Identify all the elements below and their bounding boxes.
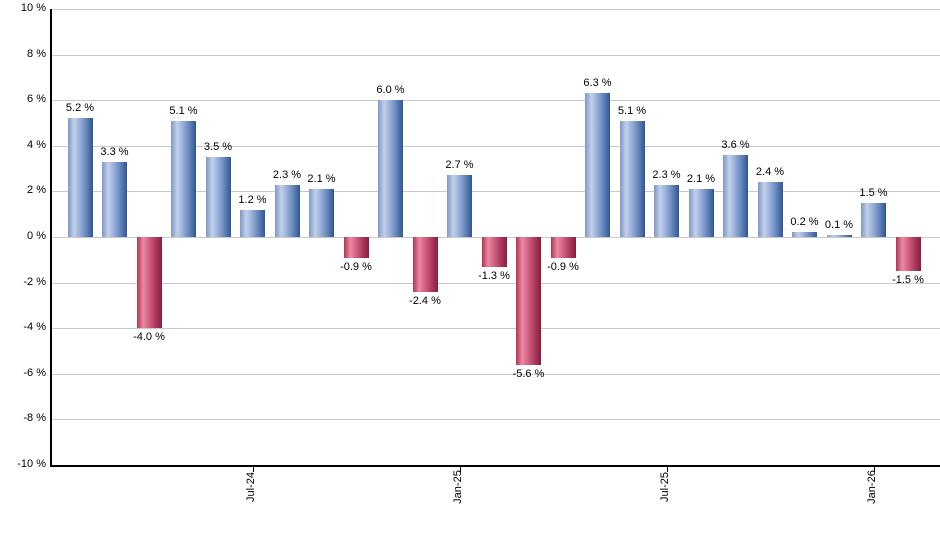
gridline xyxy=(51,100,940,102)
bar-positive xyxy=(654,184,679,237)
bar-value-label: 3.6 % xyxy=(721,138,750,151)
bar-value-label: 5.1 % xyxy=(617,104,647,117)
bar-positive xyxy=(205,157,231,237)
bar-value-label: 1.2 % xyxy=(238,193,267,206)
gridline xyxy=(51,191,940,193)
bar-positive xyxy=(309,189,334,237)
y-axis-label: -4 % xyxy=(23,321,46,334)
bar-value-label: 6.0 % xyxy=(376,84,405,97)
bar-value-label: 3.3 % xyxy=(100,145,129,158)
bar-negative xyxy=(343,237,369,258)
gridline xyxy=(51,282,940,284)
bar-positive xyxy=(792,232,817,237)
x-axis-label: Jan-25 xyxy=(451,470,464,504)
bar-value-label: -5.6 % xyxy=(512,367,545,380)
bar-positive xyxy=(240,209,265,237)
bar-value-label: 2.3 % xyxy=(272,168,302,181)
bar-positive xyxy=(102,161,127,237)
bar-value-label: 1.5 % xyxy=(859,186,888,199)
y-axis-line xyxy=(50,9,52,467)
x-axis-label: Jan-26 xyxy=(865,470,878,504)
bar-positive xyxy=(67,118,93,237)
bar-negative xyxy=(481,237,507,267)
bar-value-label: 2.3 % xyxy=(652,168,681,181)
y-axis-label: 6 % xyxy=(27,93,46,106)
bar-positive xyxy=(723,154,748,237)
gridline xyxy=(51,145,940,147)
y-axis-label: -10 % xyxy=(17,458,46,470)
bar-positive xyxy=(757,182,783,237)
y-axis-label: 10 % xyxy=(20,2,46,14)
y-axis-label: -8 % xyxy=(23,412,46,425)
gridline xyxy=(51,9,940,10)
x-axis-label: Jul-24 xyxy=(244,472,257,502)
gridline xyxy=(51,373,940,375)
x-axis-tick xyxy=(459,467,461,472)
x-axis-line xyxy=(50,465,940,467)
bar-positive xyxy=(378,100,403,237)
bar-value-label: 2.1 % xyxy=(686,173,716,186)
bar-value-label: 0.2 % xyxy=(790,216,819,229)
bar-negative xyxy=(516,237,541,365)
bar-positive xyxy=(585,93,610,237)
y-axis-label: -2 % xyxy=(23,275,46,288)
bar-positive xyxy=(861,202,886,237)
y-axis-label: 4 % xyxy=(27,138,46,151)
bar-negative xyxy=(136,237,162,329)
bar-positive xyxy=(171,120,196,237)
x-axis-tick xyxy=(252,467,254,472)
gridline xyxy=(51,328,940,330)
y-axis-label: -6 % xyxy=(23,366,46,379)
x-axis-label: Jul-25 xyxy=(658,472,671,502)
bar-positive xyxy=(619,120,645,237)
bar-negative xyxy=(550,237,576,258)
gridline xyxy=(51,419,940,421)
bar-value-label: -4.0 % xyxy=(133,331,165,344)
bar-value-label: -0.9 % xyxy=(547,260,579,273)
y-axis-label: 2 % xyxy=(27,184,46,197)
bar-value-label: 0.1 % xyxy=(824,218,854,231)
x-axis-tick xyxy=(666,467,668,472)
bar-value-label: -0.9 % xyxy=(340,260,372,273)
bar-value-label: 2.1 % xyxy=(307,173,336,186)
gridline xyxy=(51,54,940,56)
bar-positive xyxy=(826,234,852,237)
y-axis-label: 8 % xyxy=(27,47,46,60)
bar-negative xyxy=(895,237,921,272)
bar-value-label: 3.5 % xyxy=(203,141,233,154)
bar-negative xyxy=(412,237,438,292)
bar-positive xyxy=(447,175,472,237)
bar-value-label: 2.7 % xyxy=(445,159,474,172)
bar-value-label: 5.1 % xyxy=(169,104,198,117)
bar-value-label: 5.2 % xyxy=(65,102,95,115)
bar-value-label: -1.5 % xyxy=(892,274,924,287)
bar-value-label: 6.3 % xyxy=(583,77,612,90)
bar-value-label: -2.4 % xyxy=(409,294,441,307)
x-axis-tick xyxy=(873,467,875,472)
y-axis-label: 0 % xyxy=(27,230,46,242)
bar-positive xyxy=(274,184,300,237)
bar-value-label: -1.3 % xyxy=(478,269,510,282)
bar-positive xyxy=(688,189,714,237)
bar-value-label: 2.4 % xyxy=(755,166,785,179)
